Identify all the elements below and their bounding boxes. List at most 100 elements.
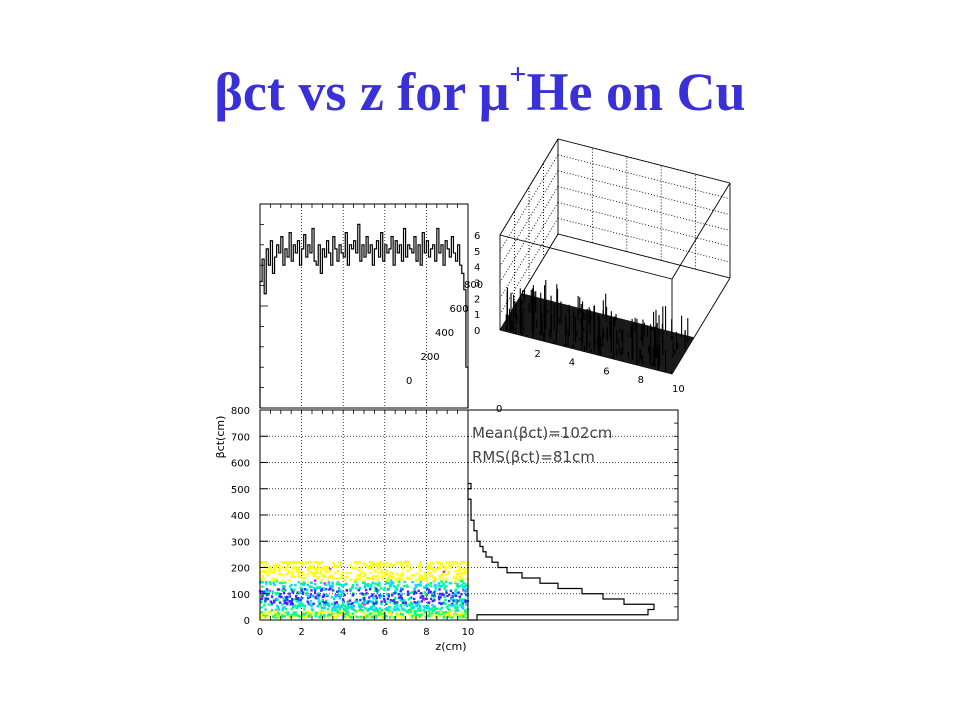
scatter-point — [266, 573, 269, 576]
scatter-point — [402, 616, 405, 619]
scatter-point — [444, 566, 448, 569]
scatter-point — [278, 572, 281, 576]
scatter-point — [415, 591, 418, 594]
scatter-point — [427, 588, 431, 592]
scatter-point — [267, 592, 270, 596]
scatter-point — [419, 580, 422, 584]
scatter-point — [414, 603, 418, 607]
scatter-point — [314, 595, 317, 599]
scatter-point — [426, 566, 429, 570]
scatter-point — [371, 612, 375, 616]
scatter-point — [458, 584, 461, 588]
scatter-point — [339, 613, 342, 616]
scatter-point — [349, 578, 352, 582]
scatter-point — [380, 602, 383, 606]
scatter-point — [363, 572, 367, 575]
scatter-point — [382, 562, 385, 565]
scatter-point — [390, 581, 393, 584]
scatter-point — [452, 561, 456, 565]
scatter-point — [260, 616, 264, 619]
scatter-point — [450, 563, 454, 567]
scatter-point — [413, 615, 416, 619]
scatter-point — [287, 611, 290, 614]
scatter-point — [364, 612, 367, 616]
scatter-point — [406, 593, 410, 596]
scatter-point — [328, 610, 332, 614]
scatter-point — [380, 608, 384, 612]
lego-grid-line — [557, 201, 731, 247]
scatter-point — [391, 575, 395, 578]
scatter-point — [310, 614, 313, 617]
scatter-point — [380, 587, 383, 590]
scatter-point — [290, 561, 293, 564]
scatter-point — [272, 599, 276, 602]
scatter-point — [319, 600, 322, 603]
scatter-point — [402, 584, 406, 588]
scatter-point — [308, 564, 311, 568]
scatter-point — [320, 588, 324, 591]
scatter-point — [308, 613, 312, 616]
scatter-point — [420, 600, 423, 603]
scatter-point — [366, 582, 370, 586]
scatter-point — [340, 593, 343, 597]
scatter-point — [456, 572, 459, 576]
scatter-point — [345, 582, 348, 586]
scatter-point — [363, 598, 366, 602]
scatter-point — [460, 561, 463, 564]
scatter-point — [432, 568, 435, 571]
scatter-point — [301, 603, 304, 606]
scatter-point — [362, 593, 365, 596]
scatter-point — [355, 567, 358, 570]
scatter-point — [311, 609, 315, 612]
scatter-point — [342, 610, 346, 614]
scatter-y-tick-label: 400 — [231, 511, 250, 522]
scatter-point — [261, 570, 264, 573]
scatter-point — [299, 561, 302, 565]
scatter-point — [288, 585, 292, 588]
scatter-point — [376, 574, 379, 578]
scatter-point — [345, 607, 348, 611]
scatter-point — [438, 566, 442, 569]
scatter-point — [291, 567, 294, 571]
scatter-point — [316, 595, 319, 599]
scatter-point — [382, 594, 385, 598]
scatter-point — [374, 582, 377, 585]
scatter-point — [424, 576, 427, 579]
scatter-point — [377, 589, 380, 592]
scatter-point — [333, 602, 337, 605]
scatter-point — [410, 574, 413, 577]
scatter-point — [367, 607, 371, 611]
scatter-point — [451, 595, 454, 598]
scatter-point — [285, 602, 289, 606]
scatter-point — [399, 594, 403, 597]
scatter-point — [288, 592, 291, 595]
scatter-point — [324, 568, 327, 571]
scatter-point — [287, 569, 290, 572]
scatter-point — [380, 611, 384, 614]
scatter-point — [283, 561, 286, 565]
scatter-point — [318, 602, 322, 605]
scatter-point — [448, 593, 451, 596]
scatter-point — [348, 571, 352, 575]
scatter-point — [280, 566, 283, 569]
scatter-point — [409, 564, 412, 567]
scatter-point — [456, 565, 460, 569]
scatter-point — [416, 583, 420, 586]
scatter-point — [424, 610, 427, 613]
scatter-point — [295, 594, 298, 598]
scatter-point — [416, 572, 419, 575]
scatter-point — [460, 600, 464, 604]
scatter-point — [268, 590, 271, 593]
scatter-point — [297, 568, 301, 571]
scatter-point — [403, 616, 407, 619]
scatter-point — [437, 582, 441, 585]
scatter-point — [317, 613, 321, 616]
scatter-point — [369, 571, 372, 575]
scatter-point — [279, 593, 282, 596]
scatter-point — [264, 561, 268, 564]
scatter-point — [395, 613, 399, 616]
scatter-point — [393, 564, 396, 567]
scatter-point — [397, 580, 401, 583]
scatter-point — [345, 615, 348, 618]
